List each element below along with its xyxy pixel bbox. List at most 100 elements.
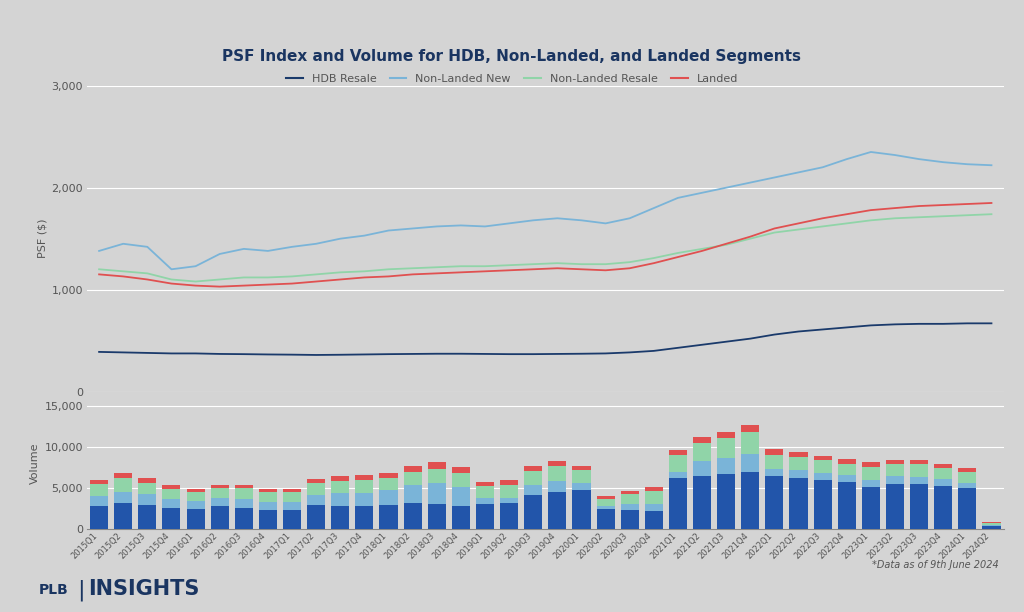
Bar [814,460,831,472]
Bar [428,504,445,529]
Bar [958,468,977,472]
Bar [90,480,109,484]
Bar [114,503,132,529]
Bar [452,487,470,506]
Bar [838,475,856,482]
Bar [138,494,157,505]
Bar [814,472,831,480]
Bar [597,506,614,509]
Bar [331,476,349,481]
Bar [234,485,253,488]
Bar [572,466,591,470]
Bar [90,496,109,506]
Bar [524,495,543,529]
Bar [524,471,543,485]
Bar [331,481,349,493]
Bar [717,438,735,458]
Bar [572,482,591,490]
Bar [500,503,518,529]
Bar [934,464,952,468]
Bar [741,453,760,472]
Bar [621,510,639,529]
Bar [669,472,687,479]
Bar [548,466,566,481]
Bar [838,482,856,529]
Bar [186,501,205,509]
Bar [790,470,808,479]
Bar [138,482,157,494]
Bar [234,499,253,508]
Bar [790,479,808,529]
Bar [355,493,374,506]
Bar [259,489,276,493]
Bar [717,431,735,438]
Bar [765,449,783,455]
Bar [886,465,904,476]
Bar [163,508,180,529]
Bar [403,472,422,485]
Bar [645,487,663,491]
Bar [234,488,253,499]
Bar [910,477,928,484]
Bar [476,486,494,498]
Bar [163,485,180,489]
Bar [645,491,663,504]
Bar [693,476,711,529]
Bar [621,491,639,494]
Bar [380,490,397,505]
Bar [259,510,276,529]
Bar [910,465,928,477]
Bar [186,509,205,529]
Bar [283,510,301,529]
Bar [886,460,904,465]
Bar [982,522,1000,523]
Bar [790,452,808,457]
Bar [597,509,614,529]
Bar [138,478,157,482]
Bar [90,506,109,529]
Bar [211,498,228,506]
Bar [982,525,1000,526]
Bar [838,464,856,475]
Bar [862,467,880,480]
Bar [934,486,952,529]
Bar [428,462,445,469]
Bar [572,490,591,529]
Bar [597,499,614,506]
Bar [380,472,397,477]
Bar [331,493,349,506]
Bar [163,499,180,508]
Bar [114,474,132,479]
Bar [331,506,349,529]
Bar [717,458,735,474]
Bar [886,484,904,529]
Bar [862,462,880,467]
Bar [524,485,543,495]
Bar [934,468,952,479]
Bar [380,477,397,490]
Bar [163,489,180,499]
Bar [234,508,253,529]
Bar [307,483,326,495]
Bar [283,489,301,493]
Bar [862,480,880,487]
Bar [307,479,326,483]
Bar [958,472,977,483]
Bar [548,481,566,493]
Bar [645,511,663,529]
Bar [982,523,1000,525]
Bar [910,460,928,465]
Bar [476,498,494,504]
Bar [259,502,276,510]
Bar [934,479,952,486]
Bar [597,496,614,499]
Bar [814,480,831,529]
Bar [958,483,977,488]
Bar [138,505,157,529]
Bar [428,483,445,504]
Text: PSF Index and Volume for HDB, Non-Landed, and Landed Segments: PSF Index and Volume for HDB, Non-Landed… [222,49,802,64]
Bar [717,474,735,529]
Bar [403,485,422,503]
Bar [741,425,760,432]
Bar [765,476,783,529]
